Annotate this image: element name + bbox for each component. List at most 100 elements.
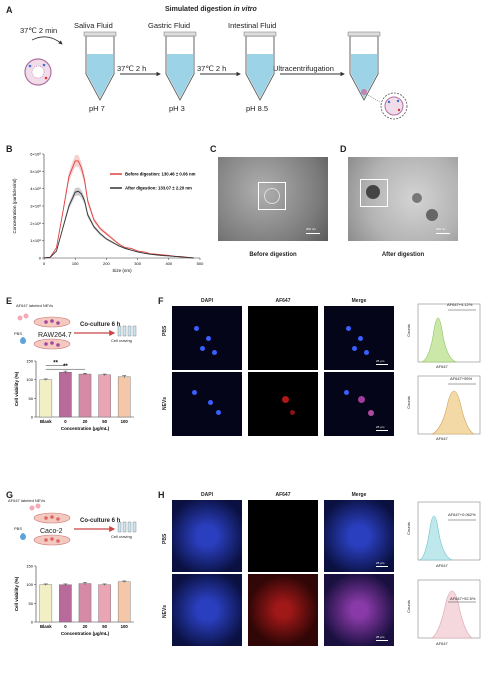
series-band-1 xyxy=(44,187,194,258)
series-line-0 xyxy=(43,160,194,259)
f-hist-nevs-value: AF647+95% xyxy=(450,376,473,381)
bar-1 xyxy=(59,584,72,623)
x-tick-label: 0 xyxy=(64,419,67,424)
x-tick-label: 0 xyxy=(64,624,67,629)
x-tick-label: 100 xyxy=(121,419,129,424)
y-tick-label: 5×10⁸ xyxy=(30,169,41,174)
e-craving: Cell craving xyxy=(111,338,132,343)
x-tick-label: 20 xyxy=(83,419,88,424)
tube-intestinal xyxy=(243,31,277,102)
h-row-nevs: NEVs xyxy=(158,604,172,618)
panel-a-title-italic: in vitro xyxy=(233,6,257,13)
h-af647-pbs xyxy=(248,500,318,572)
sig-label-2: ** xyxy=(63,364,68,370)
y-tick-label: 150 xyxy=(26,564,33,569)
tubes-icon xyxy=(117,325,137,337)
y-tick-label: 100 xyxy=(26,582,33,587)
ph-label-2: pH 3 xyxy=(169,104,185,113)
panel-a-diagram xyxy=(24,31,408,120)
fluid-label-2: Gastric Fluid xyxy=(148,21,191,30)
h-hist-pbs-value: AF647+0.062% xyxy=(448,512,476,517)
y-tick-label: 0 xyxy=(39,256,42,261)
panel-f-letter: F xyxy=(158,296,164,306)
y-tick-label: 0 xyxy=(31,415,34,420)
droplet-icon xyxy=(20,337,26,344)
panel-a-title: Simulated digestion in vitro xyxy=(165,6,257,13)
h-row-nevs-label: NEVs xyxy=(162,604,168,618)
x-axis-label: Concentration (μg/mL) xyxy=(61,631,110,636)
f-col-dapi: DAPI xyxy=(201,298,213,304)
tubes-icon xyxy=(117,521,137,533)
panel-a-title-text: Simulated digestion xyxy=(165,6,234,13)
tem-caption-before: Before digestion xyxy=(249,252,297,258)
bar-3 xyxy=(98,584,111,623)
f-af647-nevs xyxy=(248,372,318,436)
ph-label-3: pH 8.5 xyxy=(246,104,269,113)
tem-image-before: 200 nm xyxy=(218,157,328,241)
bar-3 xyxy=(98,374,111,418)
h-af647-nevs xyxy=(248,574,318,646)
f-hist-pbs xyxy=(417,303,481,363)
fluid-label-3: Intestinal Fluid xyxy=(228,21,277,30)
x-tick-label: Blank xyxy=(40,419,52,424)
x-tick-label: 100 xyxy=(121,624,129,629)
fluid-label-1: Saliva Fluid xyxy=(74,21,113,30)
x-tick-label: 400 xyxy=(165,261,172,266)
x-tick-label: 100 xyxy=(72,261,79,266)
panel-e-letter: E xyxy=(6,296,13,306)
tube-gastric xyxy=(163,31,197,102)
ph-label-1: pH 7 xyxy=(89,104,105,113)
h-hist-nevs-x: AF647 xyxy=(436,641,448,646)
h-col-af647: AF647 xyxy=(275,492,291,498)
panel-c-letter: C xyxy=(210,144,217,154)
y-axis-label: Cell viability (%) xyxy=(14,576,19,611)
g-cell: Caco-2 xyxy=(40,528,63,535)
arrow-label-3: Ultracentrifugation xyxy=(273,64,334,73)
bar-2 xyxy=(78,583,92,623)
f-dapi-nevs xyxy=(172,372,242,436)
panel-b-letter: B xyxy=(6,144,13,154)
h-dapi-nevs xyxy=(172,574,242,646)
y-tick-label: 150 xyxy=(26,359,33,364)
bar-2 xyxy=(78,373,92,418)
f-col-merge: Merge xyxy=(351,298,367,304)
legend-label-0: Before digestion: 130.46 ± 0.06 nm xyxy=(125,172,196,177)
panel-g-letter: G xyxy=(6,490,14,500)
bar-4 xyxy=(117,376,131,418)
y-tick-label: 0 xyxy=(31,620,34,625)
panel-h-letter: H xyxy=(158,490,165,500)
x-tick-label: Blank xyxy=(40,624,52,629)
h-row-pbs: PBS xyxy=(158,530,172,544)
h-hist-pbs-x: AF647 xyxy=(436,563,448,568)
y-tick-label: 50 xyxy=(29,601,34,606)
panel-e-schematic xyxy=(17,313,137,350)
h-dapi-pbs xyxy=(172,500,242,572)
bar-0 xyxy=(39,379,53,418)
h-hist-nevs-value: AF647+92.5% xyxy=(450,596,476,601)
h-merge-pbs: 25 μm xyxy=(324,500,394,572)
h-scale-2: 25 μm xyxy=(376,635,385,639)
y-tick-label: 100 xyxy=(26,377,33,382)
y-tick-label: 2×10⁸ xyxy=(30,221,41,226)
panel-e-bar-chart: 0 50 100 150 Blank 0 20 50 100 Concentration (μg/… xyxy=(14,359,134,431)
legend-label-1: After digestion: 133.07 ± 2.20 nm xyxy=(125,186,192,191)
y-tick-label: 6×10⁸ xyxy=(30,152,41,157)
f-hist-pbs-x: AF647 xyxy=(436,364,448,369)
y-tick-label: 4×10⁸ xyxy=(30,186,41,191)
y-tick-label: 3×10⁸ xyxy=(30,204,41,209)
h-scale-1: 25 μm xyxy=(376,561,385,565)
tem-image-after: 200 nm xyxy=(348,157,458,241)
f-row-pbs-label: PBS xyxy=(162,325,168,336)
f-hist-nevs xyxy=(417,375,481,435)
panel-a-letter: A xyxy=(6,5,13,15)
f-af647-pbs xyxy=(248,306,318,370)
e-pbs: PBS xyxy=(14,331,23,336)
y-axis-label: Concentration (particles/ml) xyxy=(12,178,17,234)
h-hist-pbs xyxy=(417,501,481,561)
tem-scale-after: 200 nm xyxy=(436,227,447,231)
arrow-label-1: 37℃ 2 h xyxy=(117,64,147,73)
panel-g-schematic xyxy=(20,503,137,546)
f-hist-nevs-x: AF647 xyxy=(436,436,448,441)
tube-saliva xyxy=(83,31,117,102)
tem-caption-after: After digestion xyxy=(381,252,425,258)
